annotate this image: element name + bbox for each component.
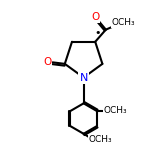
Text: N: N: [79, 73, 88, 83]
Text: •: •: [94, 28, 101, 38]
Text: OCH₃: OCH₃: [88, 135, 112, 144]
Text: OCH₃: OCH₃: [112, 18, 135, 27]
Text: O: O: [43, 57, 52, 67]
Text: OCH₃: OCH₃: [104, 106, 128, 116]
Text: O: O: [91, 12, 99, 22]
